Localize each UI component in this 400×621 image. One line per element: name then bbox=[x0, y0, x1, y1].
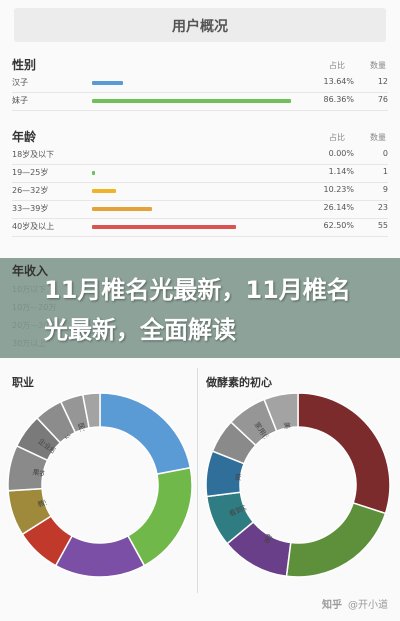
headline-text: 11月椎名光最新，11月椎名光最新，全面解读 bbox=[44, 276, 351, 344]
row-count: 76 bbox=[377, 95, 388, 104]
occupation-title: 职业 bbox=[12, 376, 34, 389]
pct-column-header: 占比 bbox=[329, 61, 345, 70]
row-percent: 62.50% bbox=[323, 221, 354, 230]
bar-track bbox=[92, 153, 322, 157]
row-percent: 86.36% bbox=[323, 95, 354, 104]
donut-slice bbox=[263, 392, 299, 433]
bar-track bbox=[92, 207, 322, 211]
watermark-site: 知乎 bbox=[322, 600, 342, 611]
bar-fill bbox=[92, 225, 236, 229]
motivation-donut-chart: 环保健康养生被推荐后想尝试看到功效后入坑变废为宝自用家用(清洁/美容)美容护肤 bbox=[205, 392, 391, 578]
table-row: 26—32岁 10.23% 9 bbox=[12, 182, 388, 201]
row-count: 23 bbox=[377, 203, 388, 212]
row-count: 55 bbox=[377, 221, 388, 230]
donut-hole bbox=[43, 428, 157, 542]
count-column-header: 数量 bbox=[370, 61, 386, 70]
donut-slice bbox=[81, 392, 101, 429]
headline-banner: 11月椎名光最新，11月椎名光最新，全面解读 bbox=[0, 258, 400, 358]
panel-divider bbox=[197, 368, 198, 593]
row-label: 33—39岁 bbox=[12, 204, 49, 213]
income-section-title: 年收入 bbox=[12, 264, 49, 278]
bar-fill bbox=[92, 189, 116, 193]
row-label: 妹子 bbox=[12, 96, 28, 105]
row-percent: 26.14% bbox=[323, 203, 354, 212]
table-row: 汉子 13.64% 12 bbox=[12, 74, 388, 93]
pct-column-header: 占比 bbox=[329, 133, 345, 142]
row-percent: 1.14% bbox=[328, 167, 354, 176]
row-label: 19—25岁 bbox=[12, 168, 49, 177]
watermark-author: @开小道 bbox=[348, 600, 388, 611]
donut-hole bbox=[241, 428, 355, 542]
row-percent: 10.23% bbox=[323, 185, 354, 194]
bar-fill bbox=[92, 207, 153, 211]
overview-title: 用户概况 bbox=[172, 19, 228, 35]
table-row: 妹子 86.36% 76 bbox=[12, 92, 388, 111]
bar-fill bbox=[92, 171, 95, 175]
row-label: 26—32岁 bbox=[12, 186, 49, 195]
row-count: 1 bbox=[382, 167, 388, 176]
bar-track bbox=[92, 171, 322, 175]
row-label: 18岁及以下 bbox=[12, 150, 55, 159]
bar-track bbox=[92, 99, 322, 103]
age-section-title: 年龄 bbox=[12, 130, 37, 144]
row-count: 9 bbox=[382, 185, 388, 194]
gender-section-title: 性别 bbox=[12, 58, 37, 72]
table-row: 19—25岁 1.14% 1 bbox=[12, 164, 388, 183]
bar-fill bbox=[92, 99, 291, 103]
row-count: 12 bbox=[377, 77, 388, 86]
count-column-header: 数量 bbox=[370, 133, 386, 142]
table-row: 33—39岁 26.14% 23 bbox=[12, 200, 388, 219]
occupation-donut-chart: 公司职员自由职业家庭主妇退休教师/讲师果农/农场主企业经营/个体户公务员医生/护… bbox=[7, 392, 193, 578]
row-percent: 13.64% bbox=[323, 77, 354, 86]
bar-fill bbox=[92, 81, 124, 85]
row-label: 汉子 bbox=[12, 78, 28, 87]
table-row: 18岁及以下 0.00% 0 bbox=[12, 146, 388, 165]
overview-header: 用户概况 bbox=[14, 8, 386, 42]
watermark: 知乎 @开小道 bbox=[322, 596, 388, 611]
row-percent: 0.00% bbox=[328, 149, 354, 158]
table-row: 40岁及以上 62.50% 55 bbox=[12, 218, 388, 237]
bar-track bbox=[92, 225, 322, 229]
row-count: 0 bbox=[382, 149, 388, 158]
bar-track bbox=[92, 81, 322, 85]
row-label: 40岁及以上 bbox=[12, 222, 55, 231]
motivation-title: 做酵素的初心 bbox=[206, 376, 272, 389]
bar-track bbox=[92, 189, 322, 193]
